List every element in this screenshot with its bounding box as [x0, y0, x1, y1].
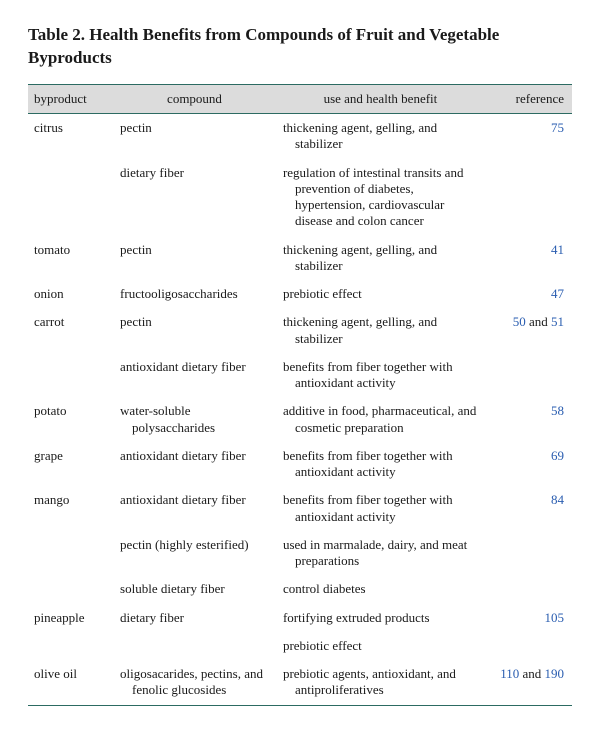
reference-cell: 84	[486, 486, 572, 531]
reference-cell: 41	[486, 236, 572, 281]
table-row: citruspectinthickening agent, gelling, a…	[28, 114, 572, 159]
reference-link[interactable]: 47	[551, 286, 564, 301]
use-cell: benefits from fiber together with antiox…	[277, 353, 486, 398]
reference-link[interactable]: 69	[551, 448, 564, 463]
reference-cell	[486, 632, 572, 660]
use-cell: benefits from fiber together with antiox…	[277, 486, 486, 531]
use-cell: benefits from fiber together with antiox…	[277, 442, 486, 487]
table-row: antioxidant dietary fiberbenefits from f…	[28, 353, 572, 398]
col-header-reference: reference	[486, 84, 572, 113]
table-row: soluble dietary fibercontrol diabetes	[28, 575, 572, 603]
reference-cell: 47	[486, 280, 572, 308]
reference-cell: 69	[486, 442, 572, 487]
use-cell: control diabetes	[277, 575, 486, 603]
table-row: dietary fiberregulation of intestinal tr…	[28, 159, 572, 236]
use-cell: prebiotic agents, antioxidant, and antip…	[277, 660, 486, 705]
reference-cell: 75	[486, 114, 572, 159]
table-title: Table 2. Health Benefits from Compounds …	[28, 24, 572, 70]
compound-cell: dietary fiber	[114, 159, 277, 236]
byproduct-cell	[28, 531, 114, 576]
table-row: onionfructooligosaccharidesprebiotic eff…	[28, 280, 572, 308]
table-row: pineappledietary fiberfortifying extrude…	[28, 604, 572, 632]
table-row: tomatopectinthickening agent, gelling, a…	[28, 236, 572, 281]
compound-cell: pectin	[114, 308, 277, 353]
byproduct-cell	[28, 575, 114, 603]
col-header-use: use and health benefit	[277, 84, 486, 113]
byproduct-cell	[28, 159, 114, 236]
byproduct-cell	[28, 353, 114, 398]
compound-cell: dietary fiber	[114, 604, 277, 632]
use-cell: thickening agent, gelling, and stabilize…	[277, 114, 486, 159]
use-cell: additive in food, pharmaceutical, and co…	[277, 397, 486, 442]
compound-cell	[114, 632, 277, 660]
reference-link[interactable]: 75	[551, 120, 564, 135]
table-row: carrotpectinthickening agent, gelling, a…	[28, 308, 572, 353]
reference-cell	[486, 531, 572, 576]
col-header-compound: compound	[114, 84, 277, 113]
reference-link[interactable]: 110	[500, 666, 519, 681]
byproduct-cell: potato	[28, 397, 114, 442]
col-header-byproduct: byproduct	[28, 84, 114, 113]
use-cell: thickening agent, gelling, and stabilize…	[277, 308, 486, 353]
byproduct-cell: mango	[28, 486, 114, 531]
reference-text: and	[526, 314, 551, 329]
compound-cell: fructooligosaccharides	[114, 280, 277, 308]
compound-cell: water-soluble polysaccharides	[114, 397, 277, 442]
reference-cell	[486, 575, 572, 603]
reference-cell: 50 and 51	[486, 308, 572, 353]
reference-link[interactable]: 190	[545, 666, 565, 681]
benefits-table: byproduct compound use and health benefi…	[28, 84, 572, 706]
reference-link[interactable]: 58	[551, 403, 564, 418]
byproduct-cell: olive oil	[28, 660, 114, 705]
use-cell: used in marmalade, dairy, and meat prepa…	[277, 531, 486, 576]
table-row: grapeantioxidant dietary fiberbenefits f…	[28, 442, 572, 487]
reference-link[interactable]: 105	[545, 610, 565, 625]
compound-cell: oligosacarides, pectins, and fenolic glu…	[114, 660, 277, 705]
reference-cell: 58	[486, 397, 572, 442]
header-row: byproduct compound use and health benefi…	[28, 84, 572, 113]
reference-link[interactable]: 50	[513, 314, 526, 329]
compound-cell: antioxidant dietary fiber	[114, 486, 277, 531]
compound-cell: antioxidant dietary fiber	[114, 442, 277, 487]
use-cell: prebiotic effect	[277, 280, 486, 308]
use-cell: thickening agent, gelling, and stabilize…	[277, 236, 486, 281]
reference-cell: 105	[486, 604, 572, 632]
table-row: olive oiloligosacarides, pectins, and fe…	[28, 660, 572, 705]
reference-link[interactable]: 41	[551, 242, 564, 257]
byproduct-cell: onion	[28, 280, 114, 308]
use-cell: prebiotic effect	[277, 632, 486, 660]
reference-link[interactable]: 84	[551, 492, 564, 507]
compound-cell: soluble dietary fiber	[114, 575, 277, 603]
compound-cell: pectin (highly esterified)	[114, 531, 277, 576]
table-body: citruspectinthickening agent, gelling, a…	[28, 114, 572, 706]
table-row: potatowater-soluble polysaccharidesaddit…	[28, 397, 572, 442]
byproduct-cell	[28, 632, 114, 660]
table-row: prebiotic effect	[28, 632, 572, 660]
compound-cell: antioxidant dietary fiber	[114, 353, 277, 398]
reference-cell	[486, 353, 572, 398]
byproduct-cell: citrus	[28, 114, 114, 159]
reference-cell: 110 and 190	[486, 660, 572, 705]
table-row: pectin (highly esterified)used in marmal…	[28, 531, 572, 576]
byproduct-cell: pineapple	[28, 604, 114, 632]
byproduct-cell: grape	[28, 442, 114, 487]
reference-cell	[486, 159, 572, 236]
use-cell: regulation of intestinal transits and pr…	[277, 159, 486, 236]
use-cell: fortifying extruded products	[277, 604, 486, 632]
byproduct-cell: tomato	[28, 236, 114, 281]
compound-cell: pectin	[114, 114, 277, 159]
reference-text: and	[519, 666, 544, 681]
byproduct-cell: carrot	[28, 308, 114, 353]
table-row: mangoantioxidant dietary fiberbenefits f…	[28, 486, 572, 531]
compound-cell: pectin	[114, 236, 277, 281]
reference-link[interactable]: 51	[551, 314, 564, 329]
